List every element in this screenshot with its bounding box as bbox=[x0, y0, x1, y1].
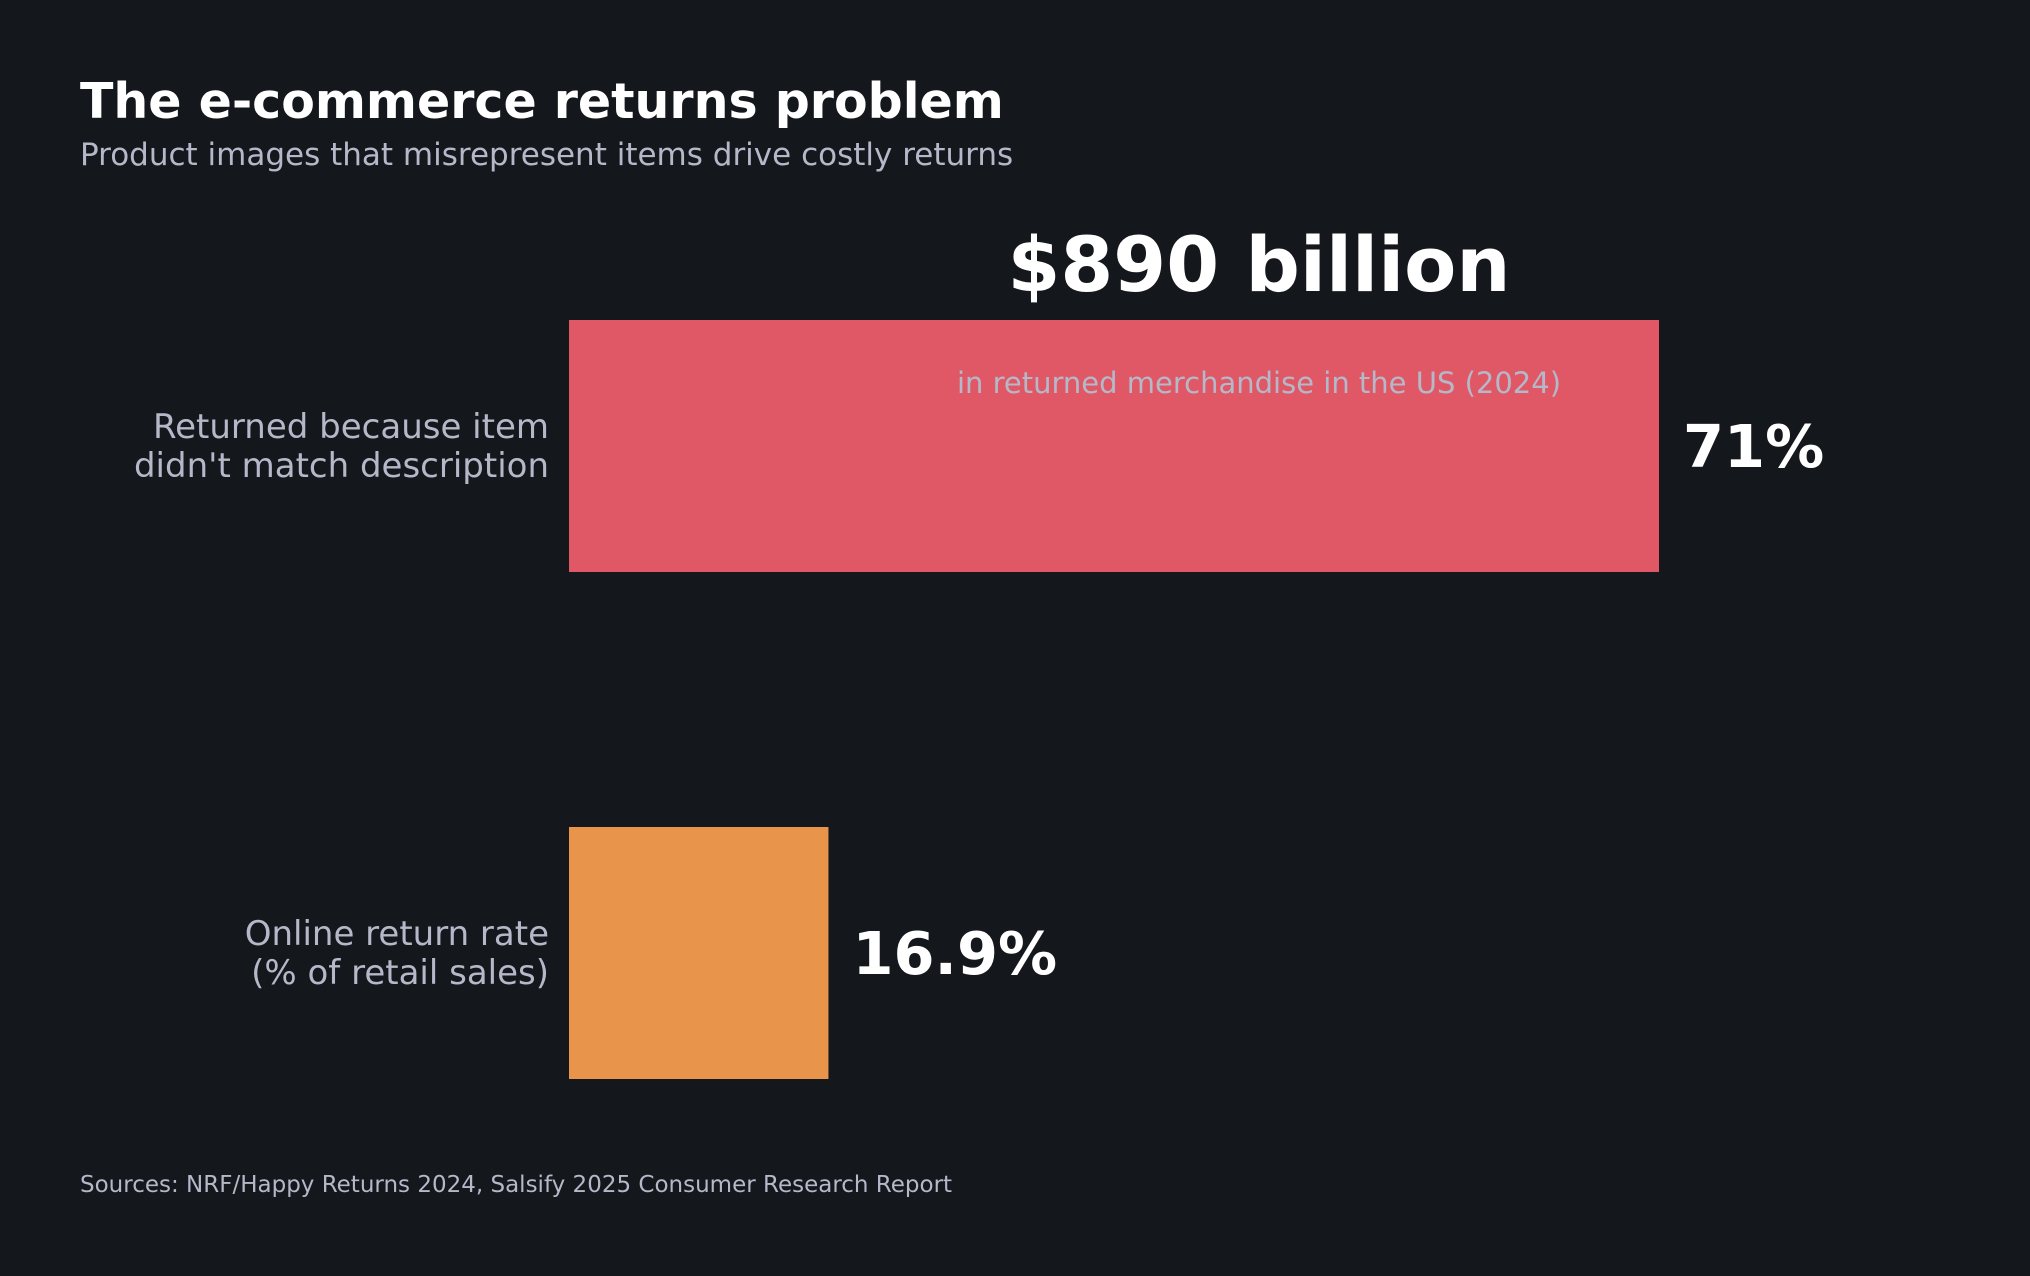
callout-value: $890 billion bbox=[1008, 220, 1511, 309]
category-label-0-line-0: Returned because item bbox=[153, 407, 549, 447]
category-label-0-line-1: didn't match description bbox=[134, 446, 549, 486]
category-label-1-line-0: Online return rate bbox=[245, 914, 549, 954]
bar-1 bbox=[569, 827, 829, 1079]
callout-caption: in returned merchandise in the US (2024) bbox=[957, 366, 1561, 400]
bar-0 bbox=[569, 320, 1659, 572]
bar-value-label-1: 16.9% bbox=[852, 919, 1057, 988]
source-note: Sources: NRF/Happy Returns 2024, Salsify… bbox=[80, 1172, 952, 1198]
chart-subtitle: Product images that misrepresent items d… bbox=[80, 137, 1013, 173]
chart-title: The e-commerce returns problem bbox=[80, 73, 1004, 130]
category-label-1-line-1: (% of retail sales) bbox=[251, 953, 549, 993]
bar-value-label-0: 71% bbox=[1683, 412, 1824, 481]
